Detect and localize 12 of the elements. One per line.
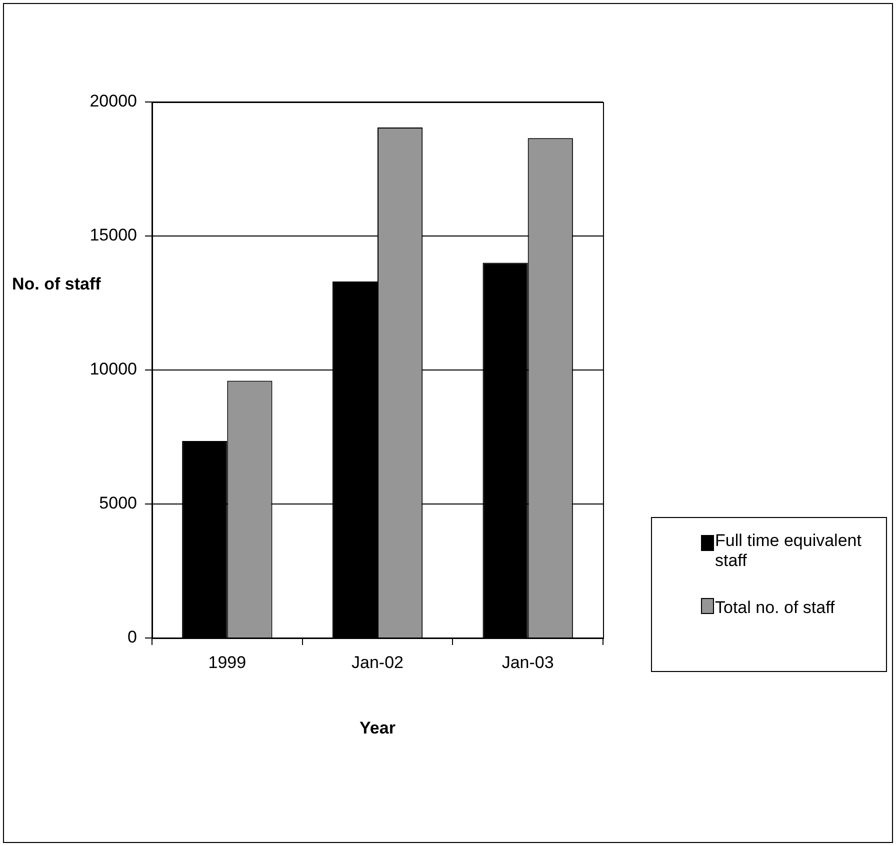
x-tick-label: 1999	[208, 652, 246, 672]
legend-label: Total no. of staff	[715, 598, 836, 618]
y-tick-label: 10000	[90, 360, 137, 379]
legend-label: Full time equivalent staff	[715, 531, 862, 571]
y-tick-label: 15000	[90, 226, 137, 245]
x-tick-label: Jan-03	[502, 652, 554, 672]
y-tick-label: 20000	[90, 92, 137, 111]
y-axis-title: No. of staff	[12, 274, 102, 294]
y-tick-label: 0	[128, 628, 137, 647]
x-axis-title: Year	[360, 718, 396, 738]
x-tick-label: Jan-02	[352, 652, 404, 672]
y-tick-label: 5000	[99, 494, 137, 513]
